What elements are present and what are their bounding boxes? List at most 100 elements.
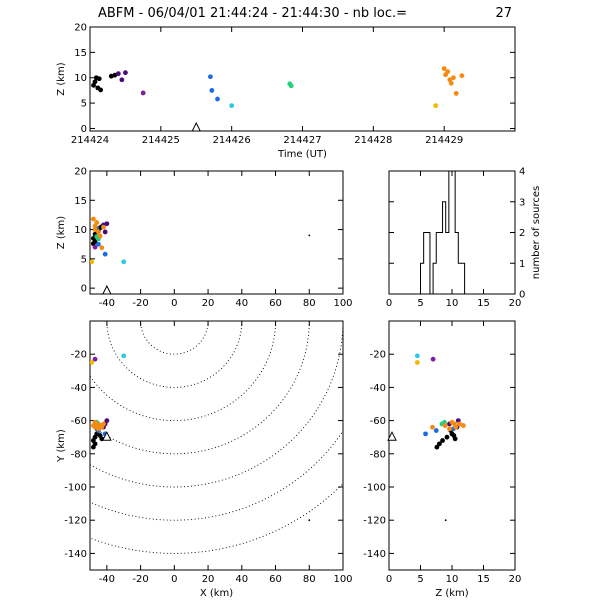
source-point: [444, 434, 450, 440]
source-point: [450, 75, 456, 81]
y-axis-label: Y (km): [56, 429, 67, 463]
source-point: [229, 103, 235, 109]
source-point: [98, 87, 104, 93]
x-tick-label: 5: [417, 298, 423, 309]
x-tick-label: 100: [333, 574, 352, 585]
x-tick-label: 20: [509, 298, 522, 309]
source-point: [121, 353, 127, 359]
source-point: [104, 418, 110, 423]
x-tick-label: 80: [303, 298, 316, 309]
source-point: [96, 241, 101, 247]
x-tick-label: -20: [132, 298, 148, 309]
source-point: [102, 229, 108, 235]
source-point: [288, 83, 294, 89]
histogram-line: [417, 171, 468, 294]
panel-frame: [388, 320, 516, 571]
range-ring: [106, 321, 243, 388]
figure-title: ABFM - 06/04/01 21:44:24 - 21:44:30 - nb…: [98, 6, 512, 21]
panel-frame: [388, 170, 516, 295]
x-tick-label: 40: [235, 298, 248, 309]
x-tick-label: 0: [171, 574, 177, 585]
y-tick-label: -40: [71, 383, 87, 394]
source-point: [90, 216, 96, 222]
y-tick-label: -100: [363, 483, 386, 494]
panel-frame: [89, 170, 344, 295]
y-tick-label: 2: [519, 228, 525, 239]
x-tick-label: 100: [333, 298, 352, 309]
y-tick-label: 0: [519, 290, 525, 301]
y-tick-label: -40: [370, 383, 386, 394]
y-axis-label: number of sources: [531, 186, 542, 279]
source-point: [414, 360, 420, 365]
range-ring: [90, 321, 343, 488]
source-point: [121, 259, 127, 265]
panel-z_y: 0 5 10 15 20 -20 -40 -60 -80 -100 -120 -140 Z (km): [363, 320, 522, 599]
source-point: [99, 245, 105, 251]
source-point: [423, 431, 428, 437]
source-point: [433, 428, 439, 433]
x-axis-label: Time (UT): [277, 149, 327, 160]
x-tick-label: 15: [477, 298, 490, 309]
x-axis-label: X (km): [200, 588, 233, 599]
station-marker: [102, 431, 112, 441]
source-point: [414, 353, 420, 359]
range-ring: [90, 321, 310, 455]
x-tick-label: 80: [303, 574, 316, 585]
panels: 214424 214425 214426 214427 214428 2144290510…: [56, 23, 542, 600]
source-point: [452, 421, 457, 427]
x-tick-label: 214428: [354, 135, 392, 146]
source-point: [92, 227, 98, 232]
y-tick-label: 0: [81, 284, 87, 295]
source-point: [92, 356, 98, 362]
source-point: [92, 79, 98, 85]
x-tick-label: 20: [202, 298, 215, 309]
x-tick-label: 20: [509, 574, 522, 585]
source-point: [433, 103, 439, 109]
x-tick-label: 0: [386, 574, 392, 585]
source-point: [92, 419, 98, 425]
y-tick-label: -60: [370, 416, 386, 427]
panel-plot-area: [91, 66, 465, 109]
source-point: [208, 74, 213, 80]
source-point: [101, 421, 106, 427]
y-tick-label: 1: [519, 259, 525, 270]
y-tick-label: -120: [363, 516, 386, 527]
y-tick-label: -80: [370, 449, 386, 460]
source-point: [453, 91, 459, 96]
y-tick-label: -80: [71, 449, 87, 460]
x-axis-label: Z (km): [435, 588, 468, 599]
panel-plot-area: [90, 216, 311, 265]
y-tick-label: 20: [74, 23, 87, 34]
x-tick-label: -40: [99, 298, 115, 309]
y-tick-label: -100: [64, 483, 87, 494]
x-tick-label: 15: [477, 574, 490, 585]
y-tick-label: -60: [71, 416, 87, 427]
panel-x_y: -40 -20 0 20 40 60 80 100 -20 -40 -60 -80 -100 -120 -1…: [56, 320, 353, 599]
y-tick-label: 15: [74, 196, 87, 207]
range-ring: [90, 430, 343, 521]
source-point: [459, 73, 465, 79]
x-tick-label: 5: [417, 574, 423, 585]
station-marker: [387, 431, 397, 441]
station-marker: [191, 121, 202, 132]
y-axis-label: Z (km): [56, 216, 67, 249]
y-tick-label: 4: [519, 167, 525, 178]
y-tick-label: -120: [64, 516, 87, 527]
source-point: [457, 421, 462, 427]
x-tick-label: 214429: [425, 135, 463, 146]
figure-title-label: ABFM - 06/04/01 21:44:24 - 21:44:30 - nb…: [98, 6, 407, 21]
source-point: [430, 356, 436, 362]
source-point: [97, 233, 103, 239]
x-tick-label: 0: [386, 298, 392, 309]
station-marker: [102, 284, 112, 295]
y-tick-label: -20: [71, 350, 87, 361]
source-point: [434, 444, 440, 450]
source-point: [102, 251, 108, 257]
source-point: [96, 76, 102, 82]
y-tick-label: -20: [370, 350, 386, 361]
source-point: [90, 360, 95, 365]
source-point: [123, 70, 128, 76]
y-tick-label: -140: [363, 549, 386, 560]
source-point: [460, 423, 466, 428]
source-point: [140, 90, 146, 96]
